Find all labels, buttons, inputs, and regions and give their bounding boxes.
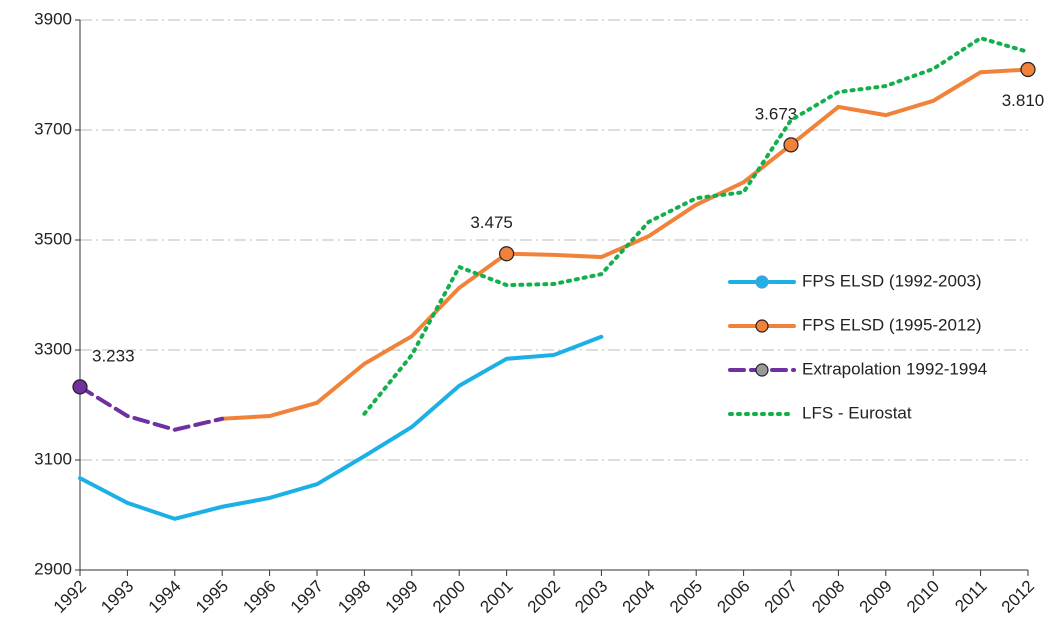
legend-label: FPS ELSD (1995-2012) — [802, 315, 982, 334]
legend-label: Extrapolation 1992-1994 — [802, 359, 987, 378]
series-line — [78, 334, 604, 521]
data-label: 3.673 — [755, 104, 798, 123]
x-tick-label: 2012 — [998, 577, 1038, 617]
x-tick-label: 1993 — [97, 577, 137, 617]
y-tick-label: 3500 — [34, 229, 72, 248]
x-tick-label: 1997 — [287, 577, 327, 617]
x-tick-label: 2000 — [429, 577, 469, 617]
x-tick-label: 1996 — [239, 577, 279, 617]
y-tick-label: 3100 — [34, 449, 72, 468]
data-point — [1020, 61, 1036, 78]
legend-marker — [755, 363, 769, 377]
x-tick-label: 1994 — [145, 577, 185, 617]
x-tick-label: 2005 — [666, 577, 706, 617]
x-tick-label: 2001 — [476, 577, 516, 617]
x-tick-label: 2007 — [761, 577, 801, 617]
x-tick-label: 2008 — [808, 577, 848, 617]
legend-label: LFS - Eurostat — [802, 403, 912, 422]
x-tick-label: 2003 — [571, 577, 611, 617]
y-tick-label: 2900 — [34, 559, 72, 578]
x-tick-label: 1992 — [50, 577, 90, 617]
data-label: 3.475 — [470, 213, 513, 232]
series-line — [362, 35, 1030, 416]
x-tick-label: 1995 — [192, 577, 232, 617]
x-tick-label: 1998 — [334, 577, 374, 617]
data-point — [783, 137, 799, 153]
legend-marker — [755, 319, 769, 333]
legend-label: FPS ELSD (1992-2003) — [802, 271, 982, 290]
x-tick-label: 2006 — [713, 577, 753, 617]
y-tick-label: 3900 — [34, 9, 72, 28]
data-point — [72, 379, 88, 395]
x-tick-label: 2004 — [619, 577, 659, 617]
data-label: 3.233 — [92, 346, 135, 365]
y-tick-label: 3700 — [34, 119, 72, 138]
series-line — [78, 384, 225, 432]
data-point — [499, 246, 515, 262]
legend-marker — [755, 275, 769, 289]
x-tick-label: 1999 — [382, 577, 422, 617]
x-tick-label: 2002 — [524, 577, 564, 617]
data-label: 3.810 — [1002, 91, 1045, 110]
x-tick-label: 2009 — [856, 577, 896, 617]
y-tick-label: 3300 — [34, 339, 72, 358]
x-tick-label: 2010 — [903, 577, 943, 617]
x-tick-label: 2011 — [951, 577, 990, 616]
